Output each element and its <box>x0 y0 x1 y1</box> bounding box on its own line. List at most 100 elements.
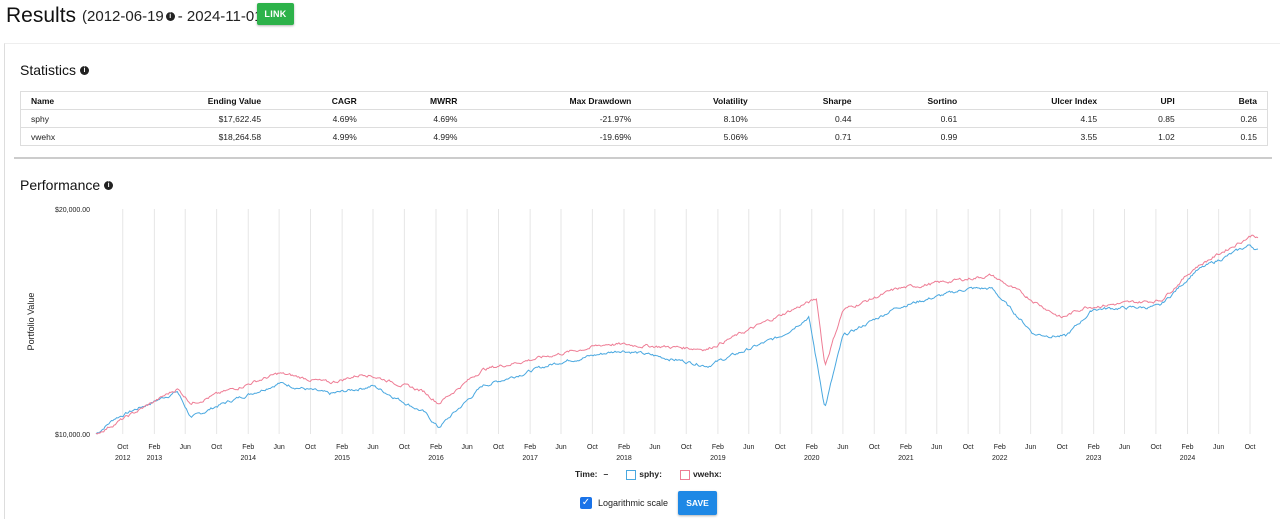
y-tick-label: $10,000.00 <box>55 432 90 439</box>
column-header[interactable]: Beta <box>1184 91 1268 110</box>
x-tick-year: 2019 <box>710 455 726 462</box>
column-header[interactable]: Max Drawdown <box>467 91 642 110</box>
x-tick-label: Feb <box>242 444 254 451</box>
x-tick-label: Feb <box>148 444 160 451</box>
legend-time-label: Time: <box>575 469 598 480</box>
legend-label: sphy: <box>639 469 662 479</box>
legend-item-vwehx[interactable]: vwehx: <box>679 469 722 480</box>
link-button[interactable]: LINK <box>257 3 294 25</box>
chart-legend: Time: – sphy: vwehx: <box>575 469 722 480</box>
x-tick-label: Oct <box>493 444 504 451</box>
x-tick-label: Oct <box>963 444 974 451</box>
statistics-table: Name Ending Value CAGR MWRR Max Drawdown Vola… <box>20 91 1268 146</box>
x-tick-label: Feb <box>336 444 348 451</box>
performance-chart[interactable]: Portfolio Value $20,000.00 $10,000.00 Oct 20… <box>0 195 1280 465</box>
x-tick-label: Oct <box>399 444 410 451</box>
x-tick-label: Jun <box>1119 444 1130 451</box>
x-tick-label: Feb <box>712 444 724 451</box>
x-tick-label: Jun <box>1213 444 1224 451</box>
x-tick-year: 2013 <box>147 455 163 462</box>
x-tick-year: 2023 <box>1086 455 1102 462</box>
table-cell: 0.71 <box>757 127 862 146</box>
x-tick-year: 2014 <box>240 455 256 462</box>
column-header[interactable]: Ulcer Index <box>967 91 1108 110</box>
x-tick-label: Jun <box>1025 444 1036 451</box>
x-tick-year: 2015 <box>334 455 350 462</box>
column-header[interactable]: MWRR <box>366 91 468 110</box>
x-tick-year: 2016 <box>428 455 444 462</box>
chart-svg[interactable]: Portfolio Value $20,000.00 $10,000.00 Oct 20… <box>0 195 1280 465</box>
table-cell: -19.69% <box>467 127 642 146</box>
column-header[interactable]: Ending Value <box>115 91 272 110</box>
table-cell: 4.69% <box>366 109 468 128</box>
x-tick-label: Feb <box>900 444 912 451</box>
series-line-vwehx <box>95 234 1259 435</box>
log-scale-checkbox[interactable]: ✓ <box>580 497 592 509</box>
table-header-row: Name Ending Value CAGR MWRR Max Drawdown Vola… <box>20 91 1268 110</box>
table-cell: 0.44 <box>757 109 862 128</box>
table-cell: $18,264.58 <box>115 127 272 146</box>
x-tick-label: Jun <box>649 444 660 451</box>
x-tick-label: Jun <box>931 444 942 451</box>
statistics-heading: Statistics i <box>20 62 92 78</box>
x-tick-year: 2012 <box>115 455 131 462</box>
x-tick-label: Oct <box>869 444 880 451</box>
table-cell: 0.26 <box>1184 109 1268 128</box>
results-panel <box>4 43 1280 519</box>
legend-swatch <box>626 469 637 480</box>
table-cell: 1.02 <box>1107 127 1185 146</box>
x-tick-label: Feb <box>1181 444 1193 451</box>
table-row: sphy $17,622.45 4.69% 4.69% -21.97% 8.10% 0.44… <box>20 109 1268 128</box>
section-divider <box>14 157 1272 159</box>
table-cell: $17,622.45 <box>115 109 272 128</box>
column-header[interactable]: Sharpe <box>757 91 862 110</box>
info-icon[interactable]: i <box>104 180 114 190</box>
range-end: - 2024-11-01) <box>177 7 268 25</box>
column-header[interactable]: CAGR <box>271 91 367 110</box>
x-tick-year: 2024 <box>1180 455 1196 462</box>
table-cell: 8.10% <box>641 109 758 128</box>
series-line-sphy <box>95 244 1259 435</box>
x-tick-label: Jun <box>180 444 191 451</box>
x-tick-label: Oct <box>305 444 316 451</box>
x-tick-label: Oct <box>117 444 128 451</box>
x-tick-label: Feb <box>994 444 1006 451</box>
range-start: (2012-06-19 <box>82 7 164 25</box>
results-header: Results (2012-06-19 i - 2024-11-01) <box>6 4 268 28</box>
date-range: (2012-06-19 i - 2024-11-01) <box>82 8 268 25</box>
x-tick-label: Oct <box>587 444 598 451</box>
log-scale-label: Logarithmic scale <box>598 498 669 508</box>
page-title: Results <box>6 4 77 27</box>
x-tick-label: Oct <box>681 444 692 451</box>
save-button[interactable]: SAVE <box>678 491 718 515</box>
chart-controls: ✓ Logarithmic scale SAVE <box>580 491 718 515</box>
column-header[interactable]: UPI <box>1107 91 1185 110</box>
table-cell: 5.06% <box>641 127 758 146</box>
column-header[interactable]: Name <box>20 91 116 110</box>
x-tick-label: Jun <box>555 444 566 451</box>
x-tick-label: Jun <box>367 444 378 451</box>
x-tick-label: Feb <box>806 444 818 451</box>
info-icon[interactable]: i <box>80 65 90 75</box>
table-cell: 0.85 <box>1107 109 1185 128</box>
table-cell: sphy <box>20 109 116 128</box>
x-tick-year: 2018 <box>616 455 632 462</box>
x-tick-label: Jun <box>273 444 284 451</box>
x-tick-label: Oct <box>1245 444 1256 451</box>
table-cell: 4.99% <box>366 127 468 146</box>
y-axis-label: Portfolio Value <box>26 293 36 351</box>
performance-heading: Performance i <box>20 177 116 193</box>
x-tick-year: 2020 <box>804 455 820 462</box>
info-icon[interactable]: i <box>165 11 175 21</box>
y-tick-label: $20,000.00 <box>55 207 90 214</box>
legend-item-sphy[interactable]: sphy: <box>626 469 662 480</box>
table-cell: 4.15 <box>967 109 1108 128</box>
x-tick-year: 2017 <box>522 455 538 462</box>
table-cell: 0.99 <box>861 127 968 146</box>
table-cell: 0.15 <box>1184 127 1268 146</box>
table-cell: 3.55 <box>967 127 1108 146</box>
column-header[interactable]: Sortino <box>861 91 968 110</box>
x-tick-label: Oct <box>775 444 786 451</box>
column-header[interactable]: Volatility <box>641 91 758 110</box>
x-tick-label: Oct <box>1150 444 1161 451</box>
